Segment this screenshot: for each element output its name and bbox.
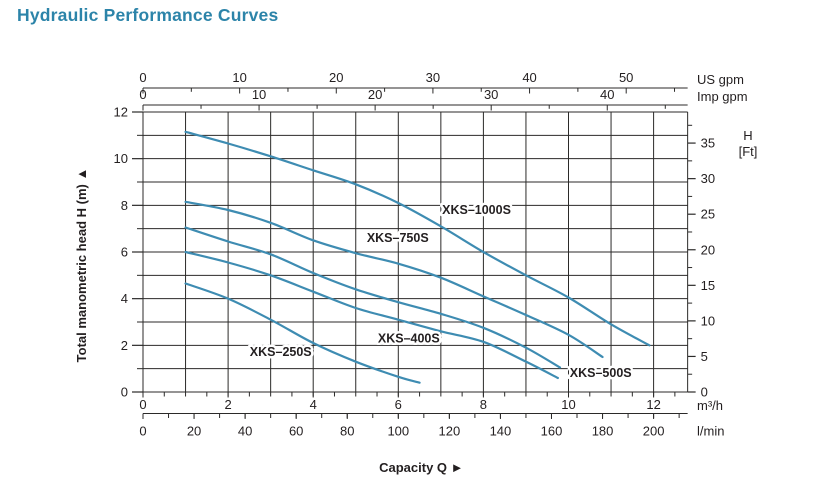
svg-text:8: 8 <box>121 198 128 213</box>
svg-text:140: 140 <box>490 424 512 439</box>
svg-text:Imp gpm: Imp gpm <box>697 89 748 104</box>
curve-xks-750s <box>184 200 604 359</box>
svg-text:15: 15 <box>701 278 715 293</box>
svg-text:0: 0 <box>139 397 146 412</box>
curve-xks-400s <box>184 250 559 380</box>
svg-text:50: 50 <box>619 70 633 85</box>
curve-xks-500s <box>184 226 562 369</box>
svg-text:6: 6 <box>395 397 402 412</box>
svg-text:12: 12 <box>646 397 660 412</box>
svg-text:30: 30 <box>484 87 498 102</box>
svg-text:20: 20 <box>329 70 343 85</box>
svg-text:35: 35 <box>701 136 715 151</box>
svg-text:Total manometric head H (m) ▲: Total manometric head H (m) ▲ <box>74 168 89 363</box>
curve-labels: XKS–1000S XKS–750S XKS–500S XKS–400S XKS–250… <box>247 201 634 383</box>
svg-text:10: 10 <box>701 313 715 328</box>
axis-titles: Total manometric head H (m) ▲ Capacity Q … <box>74 168 464 475</box>
svg-text:Capacity Q ►: Capacity Q ► <box>379 460 463 475</box>
curve-label-xks-750s: XKS–750S <box>367 231 429 245</box>
svg-text:200: 200 <box>643 424 665 439</box>
svg-text:10: 10 <box>252 87 266 102</box>
svg-text:120: 120 <box>439 424 461 439</box>
svg-text:2: 2 <box>121 338 128 353</box>
grid <box>142 111 689 393</box>
svg-text:40: 40 <box>522 70 536 85</box>
right-axis-ft: 0 5 10 15 20 25 30 35 H[Ft] <box>687 124 758 400</box>
svg-text:H: H <box>743 128 752 143</box>
svg-text:US gpm: US gpm <box>697 72 744 87</box>
svg-text:8: 8 <box>480 397 487 412</box>
svg-text:10: 10 <box>232 70 246 85</box>
svg-text:80: 80 <box>340 424 354 439</box>
svg-text:10: 10 <box>114 151 128 166</box>
page-title: Hydraulic Performance Curves <box>17 5 279 25</box>
svg-text:0: 0 <box>139 424 146 439</box>
curve-xks-250s <box>184 282 421 384</box>
svg-text:5: 5 <box>701 349 708 364</box>
bottom-axis-m3h: 0 2 4 6 8 10 12 m³/h <box>139 392 723 413</box>
svg-text:60: 60 <box>289 424 303 439</box>
top-axes: 0 10 20 30 40 50 US gpm 0 10 20 30 40 Imp gpm <box>139 70 748 111</box>
svg-text:0: 0 <box>139 70 146 85</box>
curve-label-xks-250s: XKS–250S <box>250 345 312 359</box>
svg-text:0: 0 <box>121 385 128 400</box>
svg-text:30: 30 <box>701 171 715 186</box>
svg-text:l/min: l/min <box>697 424 724 439</box>
curve-xks-1000s <box>184 130 651 347</box>
bottom-axis-lmin: 0 20 40 60 80 100 120 140 160 180 200 l/min <box>139 413 724 439</box>
svg-text:10: 10 <box>561 397 575 412</box>
svg-text:160: 160 <box>541 424 563 439</box>
svg-text:0: 0 <box>139 87 146 102</box>
svg-text:20: 20 <box>368 87 382 102</box>
svg-text:2: 2 <box>224 397 231 412</box>
svg-text:[Ft]: [Ft] <box>739 144 758 159</box>
svg-text:30: 30 <box>426 70 440 85</box>
svg-text:20: 20 <box>701 242 715 257</box>
svg-text:6: 6 <box>121 245 128 260</box>
curve-label-xks-1000s: XKS–1000S <box>442 203 511 217</box>
svg-text:0: 0 <box>701 385 708 400</box>
svg-text:12: 12 <box>114 105 128 120</box>
svg-text:180: 180 <box>592 424 614 439</box>
svg-text:100: 100 <box>387 424 409 439</box>
svg-text:m³/h: m³/h <box>697 398 723 413</box>
svg-text:40: 40 <box>600 87 614 102</box>
left-axis-m: 0 2 4 6 8 10 12 <box>114 105 143 400</box>
curve-label-xks-400s: XKS–400S <box>378 331 440 345</box>
svg-text:4: 4 <box>310 397 317 412</box>
svg-text:4: 4 <box>121 291 128 306</box>
svg-text:20: 20 <box>187 424 201 439</box>
svg-text:40: 40 <box>238 424 252 439</box>
pump-curves <box>184 130 651 384</box>
svg-text:25: 25 <box>701 207 715 222</box>
curve-label-xks-500s: XKS–500S <box>570 366 632 380</box>
